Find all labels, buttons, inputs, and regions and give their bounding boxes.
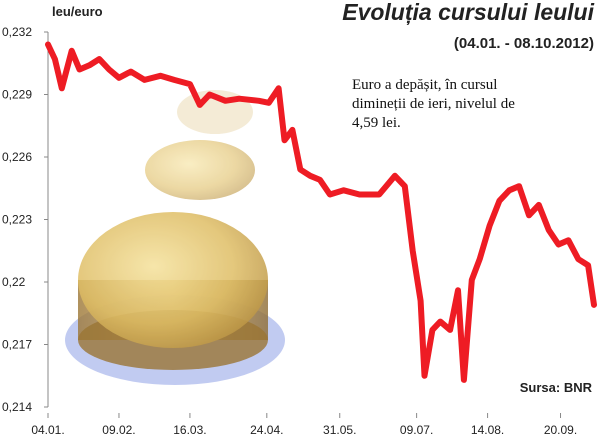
coins-illustration [65, 90, 285, 385]
x-tick-label: 16.03. [173, 423, 206, 437]
y-tick-label: 0,226 [2, 150, 32, 164]
chart-title: Evoluția cursului leului [342, 0, 594, 25]
chart-subtitle: (04.01. - 08.10.2012) [454, 35, 594, 52]
x-tick-label: 04.01. [31, 423, 64, 437]
x-tick-label: 20.09. [544, 423, 577, 437]
y-tick-label: 0,217 [2, 338, 32, 352]
y-axis-title: leu/euro [52, 4, 103, 19]
y-tick-label: 0,223 [2, 213, 32, 227]
y-tick-label: 0,232 [2, 25, 32, 39]
source: Sursa: BNR [520, 380, 593, 395]
x-tick-label: 09.02. [102, 423, 135, 437]
annotation: Euro a depășit, în cursul dimineții de i… [352, 77, 515, 131]
y-tick-label: 0,214 [2, 400, 32, 414]
x-tick-label: 24.04. [250, 423, 283, 437]
x-tick-label: 14.08. [471, 423, 504, 437]
data-line [45, 41, 597, 383]
x-tick-label: 09.07. [400, 423, 433, 437]
y-tick-label: 0,22 [2, 275, 26, 289]
y-tick-label: 0,229 [2, 88, 32, 102]
x-tick-label: 31.05. [323, 423, 356, 437]
